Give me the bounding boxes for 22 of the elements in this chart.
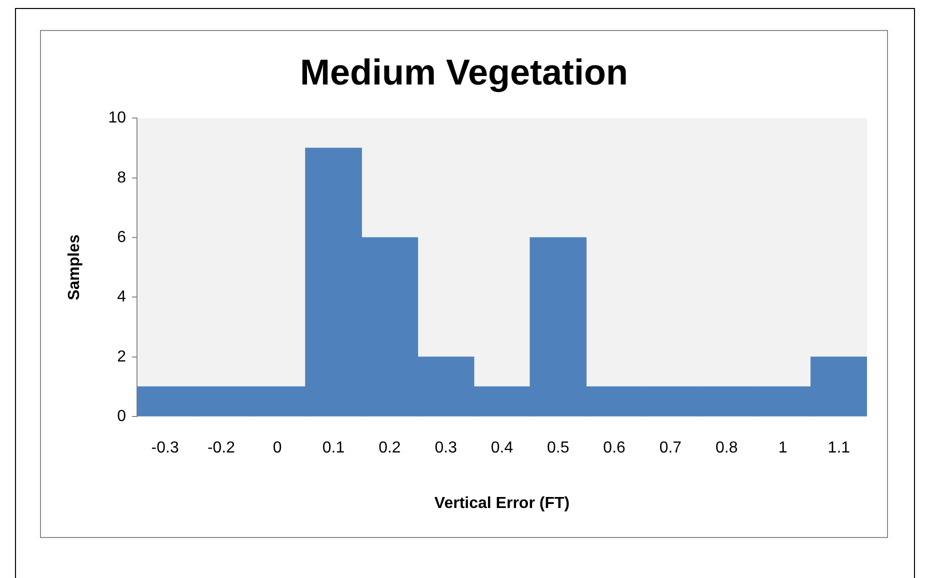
x-tick-label: 0.1 bbox=[322, 440, 345, 457]
x-tick-label: 1 bbox=[778, 440, 788, 457]
y-tick-label: 8 bbox=[117, 169, 126, 186]
x-tick-label: 0.5 bbox=[547, 440, 570, 457]
y-tick-label: 10 bbox=[108, 110, 126, 127]
y-tick-label: 6 bbox=[117, 228, 126, 246]
x-tick-label: 1.1 bbox=[828, 440, 850, 457]
x-tick-label: 0.7 bbox=[659, 440, 682, 457]
x-tick-label: 0.8 bbox=[715, 440, 738, 457]
x-tick-label: -0.2 bbox=[207, 440, 236, 457]
x-tick-label: 0.4 bbox=[490, 440, 514, 457]
x-tick-label: 0.3 bbox=[434, 440, 458, 457]
y-axis-title: Samples bbox=[66, 234, 84, 300]
y-tick-label: 4 bbox=[117, 288, 126, 306]
x-tick-label: -0.3 bbox=[151, 440, 179, 457]
x-axis-title: Vertical Error (FT) bbox=[434, 494, 570, 512]
y-tick-label: 2 bbox=[117, 348, 126, 366]
x-tick-label: 0 bbox=[272, 440, 282, 457]
chart-title: Medium Vegetation bbox=[300, 52, 628, 93]
x-tick-label: 0.2 bbox=[378, 440, 401, 457]
x-tick-label: 0.6 bbox=[603, 440, 626, 457]
y-tick-label: 0 bbox=[117, 408, 126, 426]
